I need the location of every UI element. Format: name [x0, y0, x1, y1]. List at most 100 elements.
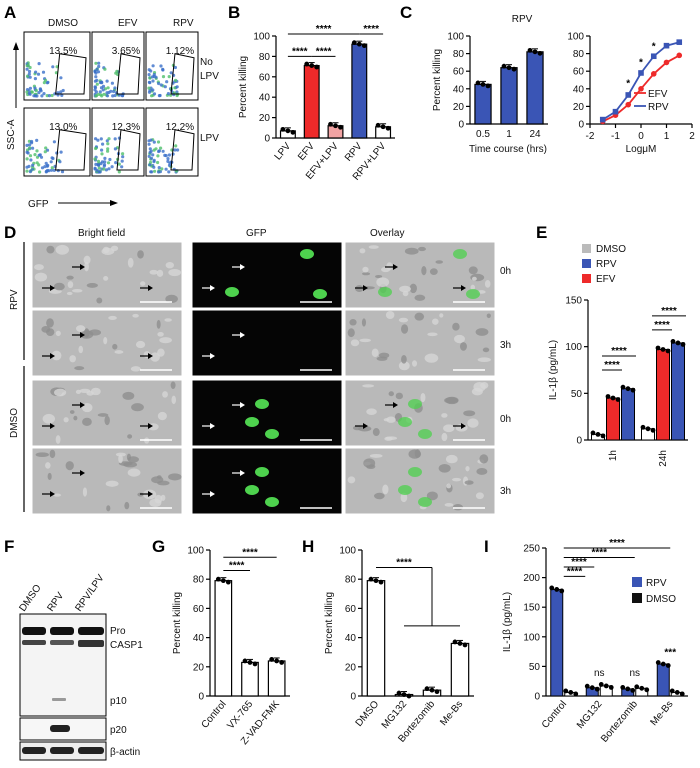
chartC2-point	[676, 52, 683, 59]
micro-bright-tile	[344, 309, 496, 377]
micro-cell	[42, 413, 56, 424]
flow-event-dot	[167, 170, 171, 174]
flow-event-dot	[44, 146, 48, 150]
micro-cell	[165, 261, 175, 269]
flow-gate-percent: 13.0%	[49, 122, 77, 133]
chartI-sig-label: ****	[591, 547, 607, 558]
flow-event-dot	[114, 161, 118, 165]
micro-cell	[149, 269, 158, 275]
flow-event-dot	[40, 166, 45, 170]
chartC2-y-tick-label: 40	[573, 84, 585, 95]
micro-cell	[118, 454, 123, 464]
flow-event-dot	[169, 71, 173, 75]
chartE-replicate-dot	[625, 386, 631, 392]
micro-cell	[108, 315, 117, 320]
micro-cell	[126, 453, 131, 461]
flow-event-dot	[104, 168, 108, 172]
chartB-replicate-dot	[290, 129, 296, 135]
chartI-y-tick-label: 0	[534, 692, 540, 703]
chartE-y-label: IL-1β (pg/mL)	[548, 340, 559, 400]
micro-cell	[114, 350, 124, 354]
chartC2-point	[663, 59, 670, 66]
chartC2-x-tick-label: 2	[689, 131, 695, 142]
micro-arrowhead	[80, 402, 85, 408]
micro-cell	[418, 246, 426, 252]
blot-label-p20: p20	[110, 725, 127, 736]
micro-cell	[475, 328, 489, 336]
chartC1-y-tick-label: 60	[453, 67, 465, 78]
flow-event-dot	[151, 153, 155, 157]
chartB-y-tick-label: 100	[253, 32, 270, 43]
micro-cell	[424, 353, 439, 363]
chartE-replicate-dot	[645, 426, 651, 432]
chartI-bar	[656, 663, 670, 697]
flow-event-dot	[148, 147, 152, 151]
micro-cell	[470, 273, 485, 282]
chartE-legend-label: DMSO	[596, 244, 626, 255]
flow-event-dot	[94, 146, 98, 151]
chartC2-x-tick-label: -2	[586, 131, 595, 142]
micro-gfp-cell	[418, 497, 432, 507]
chartC2-point	[638, 70, 644, 76]
flow-event-dot	[113, 93, 117, 98]
western-blot-panel: DMSO RPV RPV/LPV Pro CASP1 p10 p20 β-act…	[17, 573, 143, 761]
chartE-replicate-dot	[615, 397, 621, 402]
flow-event-dot	[110, 165, 114, 169]
flow-event-dot	[152, 92, 157, 96]
flow-event-dot	[51, 65, 55, 69]
flow-event-dot	[156, 154, 160, 158]
flow-event-dot	[175, 85, 179, 89]
micro-cell	[127, 257, 134, 268]
flow-event-dot	[105, 139, 109, 143]
flow-event-dot	[149, 149, 153, 153]
micro-cell	[69, 355, 76, 363]
blot-label-actin: β-actin	[110, 747, 140, 758]
flow-event-dot	[151, 79, 155, 83]
chartG-y-tick-label: 60	[193, 604, 205, 615]
chartC2-point	[650, 71, 657, 77]
chartC1-x-tick-label: 0.5	[476, 129, 490, 140]
chartC1-y-label: Percent killing	[432, 49, 443, 111]
chartB-x-tick-label: EFV	[296, 141, 317, 163]
flow-event-dot	[49, 168, 54, 172]
flow-event-dot	[147, 86, 151, 90]
flow-event-dot	[37, 153, 41, 157]
flow-event-dot	[43, 150, 47, 154]
chartC2-point	[612, 108, 619, 115]
micro-cell	[414, 294, 426, 301]
micro-cell	[157, 331, 164, 337]
blot-band-pro-1	[22, 627, 46, 635]
chartB-replicate-dot	[328, 121, 333, 127]
micro-group-rpv: RPV	[9, 289, 20, 310]
micro-cell	[97, 413, 109, 417]
chartB-replicate-dot	[356, 41, 362, 47]
flow-event-dot	[120, 165, 124, 169]
micro-cell	[96, 297, 103, 304]
chartE-y-tick-label: 150	[565, 296, 582, 307]
flow-event-dot	[117, 162, 121, 166]
chartE-replicate-dot	[590, 430, 596, 436]
micro-cell	[63, 417, 69, 423]
flow-event-dot	[56, 169, 60, 173]
blot-label-pro: Pro	[110, 626, 126, 637]
chartI-replicate-dot	[625, 686, 631, 692]
flow-event-dot	[148, 76, 152, 80]
micro-cell	[150, 352, 160, 362]
micro-cell	[84, 261, 89, 272]
micro-cell	[160, 494, 166, 501]
chartG-y-tick-label: 0	[198, 692, 204, 703]
micro-cell	[388, 391, 394, 397]
flow-event-dot	[28, 146, 32, 150]
chartC1-y-tick-label: 80	[453, 49, 465, 60]
flow-event-dot	[28, 65, 32, 70]
micro-col-gfp: GFP	[246, 228, 267, 239]
flow-event-dot	[159, 83, 163, 87]
micro-cell	[400, 492, 408, 503]
chartC1-replicate-dot	[475, 80, 481, 86]
flow-event-dot	[28, 75, 32, 79]
flow-event-dot	[94, 75, 98, 79]
micro-cell	[49, 449, 56, 459]
micro-cell	[438, 463, 451, 473]
chartC1-replicate-dot	[511, 66, 517, 72]
micro-arrowhead	[50, 353, 55, 359]
